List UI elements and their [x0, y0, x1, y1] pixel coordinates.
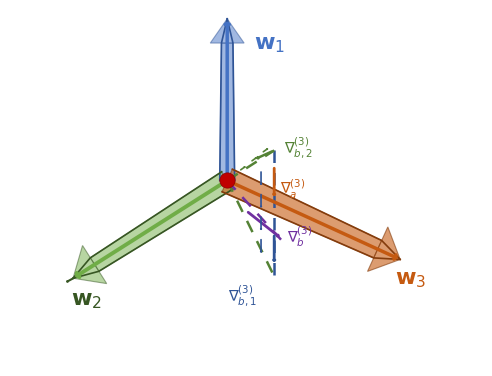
- Polygon shape: [368, 227, 400, 271]
- Polygon shape: [91, 172, 233, 271]
- Text: $\mathbf{w}_2$: $\mathbf{w}_2$: [71, 291, 102, 311]
- Polygon shape: [222, 169, 382, 258]
- Text: $\nabla^{(3)}_{b,1}$: $\nabla^{(3)}_{b,1}$: [228, 284, 257, 309]
- Polygon shape: [220, 43, 235, 180]
- Text: $\nabla^{(3)}_{b}$: $\nabla^{(3)}_{b}$: [287, 224, 313, 249]
- Polygon shape: [73, 246, 107, 284]
- Polygon shape: [210, 19, 244, 43]
- Text: $\mathbf{w}_3$: $\mathbf{w}_3$: [395, 270, 426, 290]
- Text: $\nabla^{(3)}_{a}$: $\nabla^{(3)}_{a}$: [280, 178, 306, 202]
- Text: $\nabla^{(3)}_{b,2}$: $\nabla^{(3)}_{b,2}$: [283, 136, 313, 161]
- Text: $\mathbf{w}_1$: $\mathbf{w}_1$: [253, 35, 285, 55]
